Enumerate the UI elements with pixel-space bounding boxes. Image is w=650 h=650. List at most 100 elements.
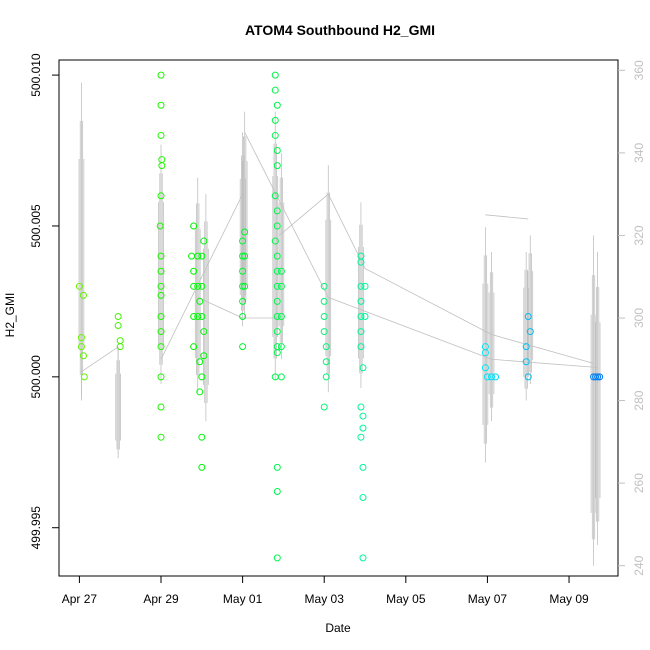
data-point (273, 252, 281, 260)
data-point (239, 312, 247, 320)
data-point (188, 252, 196, 260)
right-series-trace (364, 268, 492, 335)
data-point (357, 312, 365, 320)
data-point (594, 373, 602, 381)
data-point (273, 312, 281, 320)
data-point (200, 328, 208, 336)
data-point (77, 343, 85, 351)
data-point (357, 433, 365, 441)
data-point (273, 488, 281, 496)
data-point (198, 252, 206, 260)
data-point (357, 282, 365, 290)
x-tick-label: Apr 27 (62, 592, 98, 606)
data-point (239, 252, 247, 260)
y2-tick-label: 360 (632, 60, 646, 80)
data-point (157, 291, 165, 299)
data-point (277, 282, 285, 290)
right-series-trace (491, 334, 594, 364)
data-point (158, 162, 166, 170)
data-point (320, 312, 328, 320)
y2-tick-label: 320 (632, 225, 646, 245)
data-point (196, 297, 204, 305)
data-point (273, 554, 281, 562)
data-point (196, 358, 204, 366)
y-axis-label: H2_GMI (3, 293, 17, 338)
data-point (357, 403, 365, 411)
plot-frame (58, 59, 619, 577)
data-point (596, 373, 604, 381)
right-series-trace (160, 193, 243, 360)
data-point (241, 228, 249, 236)
right-series-trace (279, 193, 329, 236)
data-point (239, 297, 247, 305)
data-point (114, 322, 122, 330)
data-point (157, 282, 165, 290)
data-point (359, 494, 367, 502)
data-point (361, 282, 369, 290)
data-point (359, 424, 367, 432)
data-point (271, 116, 279, 124)
data-point (157, 403, 165, 411)
data-point (198, 282, 206, 290)
data-point (322, 373, 330, 381)
data-point (361, 312, 369, 320)
data-point (190, 267, 198, 275)
data-point (357, 297, 365, 305)
data-point (239, 343, 247, 351)
data-point (522, 358, 530, 366)
data-point (194, 252, 202, 260)
data-point (157, 252, 165, 260)
chart-title: ATOM4 Southbound H2_GMI (245, 22, 435, 38)
data-point (481, 349, 489, 357)
x-tick-label: Apr 29 (143, 592, 179, 606)
data-point (114, 312, 122, 320)
data-point (483, 373, 491, 381)
right-series-trace (328, 296, 492, 360)
right-series-trace (197, 296, 243, 319)
data-point (157, 433, 165, 441)
y-tick-label: 500.005 (29, 204, 43, 248)
data-point (80, 373, 88, 381)
data-point (488, 373, 496, 381)
data-point (271, 131, 279, 139)
data-point (322, 343, 330, 351)
data-point (200, 352, 208, 360)
data-point (524, 373, 532, 381)
y2-tick-label: 260 (632, 473, 646, 493)
x-tick-label: May 09 (549, 592, 589, 606)
x-tick-label: May 03 (305, 592, 345, 606)
y-axis: 499.995 500.000 500.005 500.010 (29, 53, 59, 549)
data-point (198, 373, 206, 381)
right-axis-series (78, 82, 601, 566)
data-point (359, 364, 367, 372)
data-point (241, 252, 249, 260)
data-point (271, 192, 279, 200)
data-point (194, 282, 202, 290)
x-axis-label: Date (325, 621, 351, 635)
data-point (196, 388, 204, 396)
data-point (273, 207, 281, 215)
y-tick-label: 500.010 (29, 53, 43, 97)
data-point (157, 343, 165, 351)
y2-tick-label: 300 (632, 308, 646, 328)
x-tick-label: May 01 (223, 592, 263, 606)
data-point (271, 86, 279, 94)
x-axis: Apr 27 Apr 29 May 01 May 03 May 05 May 07 May … (62, 575, 589, 606)
y2-axis: 240 260 280 300 320 340 360 (618, 60, 646, 576)
data-point (77, 334, 85, 342)
data-point (239, 267, 247, 275)
data-point (190, 343, 198, 351)
data-point (273, 267, 281, 275)
data-point (273, 222, 281, 230)
data-point (526, 328, 534, 336)
data-point (481, 364, 489, 372)
data-point (156, 222, 164, 230)
data-point (190, 282, 198, 290)
data-point (194, 312, 202, 320)
data-point (492, 373, 500, 381)
data-point (157, 373, 165, 381)
data-point (116, 343, 124, 351)
data-point (359, 554, 367, 562)
data-point (320, 328, 328, 336)
